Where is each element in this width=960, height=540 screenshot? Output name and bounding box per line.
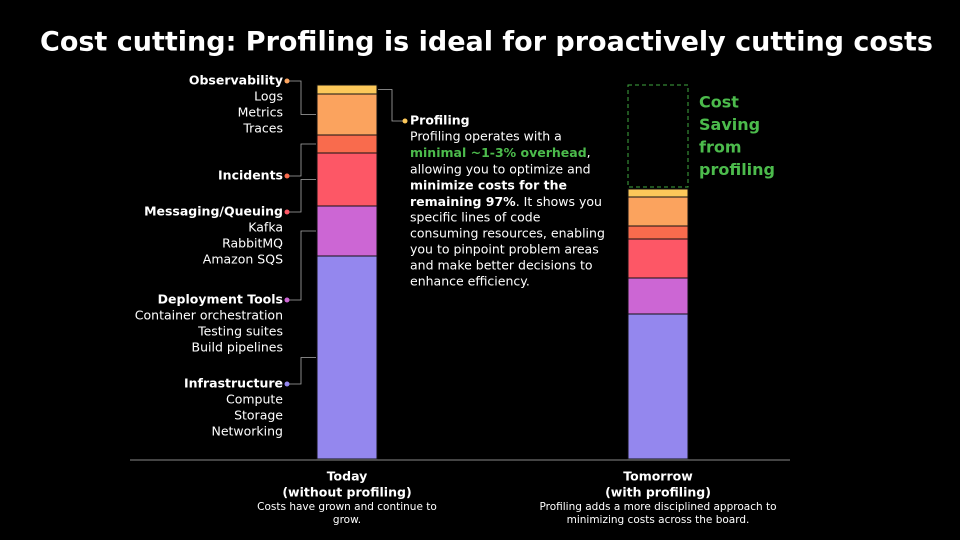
note-run: remaining 97% [410, 194, 516, 209]
bar-segment [316, 255, 378, 460]
series-item: Container orchestration [135, 308, 283, 323]
series-item: Compute [226, 392, 283, 407]
bar-segment [316, 205, 378, 257]
series-label: Deployment Tools [158, 292, 283, 307]
connector [287, 143, 316, 177]
saving-label: Saving [699, 115, 760, 134]
bar-segment [627, 188, 689, 198]
note-line: allowing you to optimize and [410, 162, 591, 177]
bullet [402, 118, 408, 124]
saving-label: from [699, 138, 742, 157]
bar-segment [316, 84, 378, 95]
note-line: minimal ~1-3% overhead, [410, 145, 591, 160]
series-label: Incidents [218, 168, 283, 183]
series-item: Testing suites [197, 324, 283, 339]
bar-segment [627, 313, 689, 460]
note-run: . It shows you [516, 194, 602, 209]
bar-segment [627, 277, 689, 315]
series-item: Storage [234, 408, 283, 423]
note-line: remaining 97%. It shows you [410, 194, 602, 209]
connector [378, 89, 405, 122]
series-item: Kafka [248, 220, 283, 235]
bullet [284, 381, 290, 387]
series-label: Messaging/Queuing [144, 204, 283, 219]
category-label: Today [327, 469, 368, 484]
series-item: Amazon SQS [203, 252, 283, 267]
bullet [284, 173, 290, 179]
bar-segment [316, 93, 378, 136]
series-item: Networking [211, 424, 283, 439]
title: Cost cutting: Profiling is ideal for pro… [40, 27, 933, 58]
note-line: and make better decisions to [410, 258, 593, 273]
category-note: minimizing costs across the board. [567, 514, 750, 526]
note-run: minimal ~1-3% overhead [410, 145, 587, 160]
bar-segment [316, 152, 378, 207]
series-label: Observability [189, 73, 283, 88]
series-item: RabbitMQ [222, 236, 283, 251]
series-item: Logs [254, 89, 283, 104]
note-heading: Profiling [410, 113, 470, 128]
note-line: specific lines of code [410, 210, 541, 225]
saving-box [627, 84, 689, 188]
saving-label: profiling [699, 160, 775, 179]
profiling-note: Profiling Profiling operates with a mini… [410, 113, 605, 289]
bullet [284, 297, 290, 303]
note-line: enhance efficiency. [410, 274, 530, 289]
note-line: Profiling operates with a [410, 129, 562, 144]
note-line: minimize costs for the [410, 178, 567, 193]
series-item: Metrics [238, 105, 283, 120]
series-label: Infrastructure [184, 376, 283, 391]
bullet [284, 78, 290, 84]
category-note: Profiling adds a more disciplined approa… [539, 501, 776, 513]
category-subtitle: (with profiling) [605, 485, 711, 500]
category-note: grow. [333, 514, 361, 526]
connector [287, 357, 316, 385]
category-subtitle: (without profiling) [282, 485, 411, 500]
series-item: Build pipelines [192, 340, 283, 355]
note-line: you to pinpoint problem areas [410, 242, 599, 257]
bar-segment [316, 134, 378, 154]
saving-label: Cost [699, 93, 739, 112]
bullet [284, 209, 290, 215]
bar-segment [627, 196, 689, 227]
bar-segment [627, 238, 689, 279]
series-item: Traces [242, 121, 283, 136]
category-label: Tomorrow [623, 469, 693, 484]
connector [287, 230, 316, 301]
category-note: Costs have grown and continue to [257, 501, 437, 513]
connector [287, 80, 316, 115]
connector [287, 179, 316, 213]
bar-segment [627, 225, 689, 240]
note-line: consuming resources, enabling [410, 226, 605, 241]
